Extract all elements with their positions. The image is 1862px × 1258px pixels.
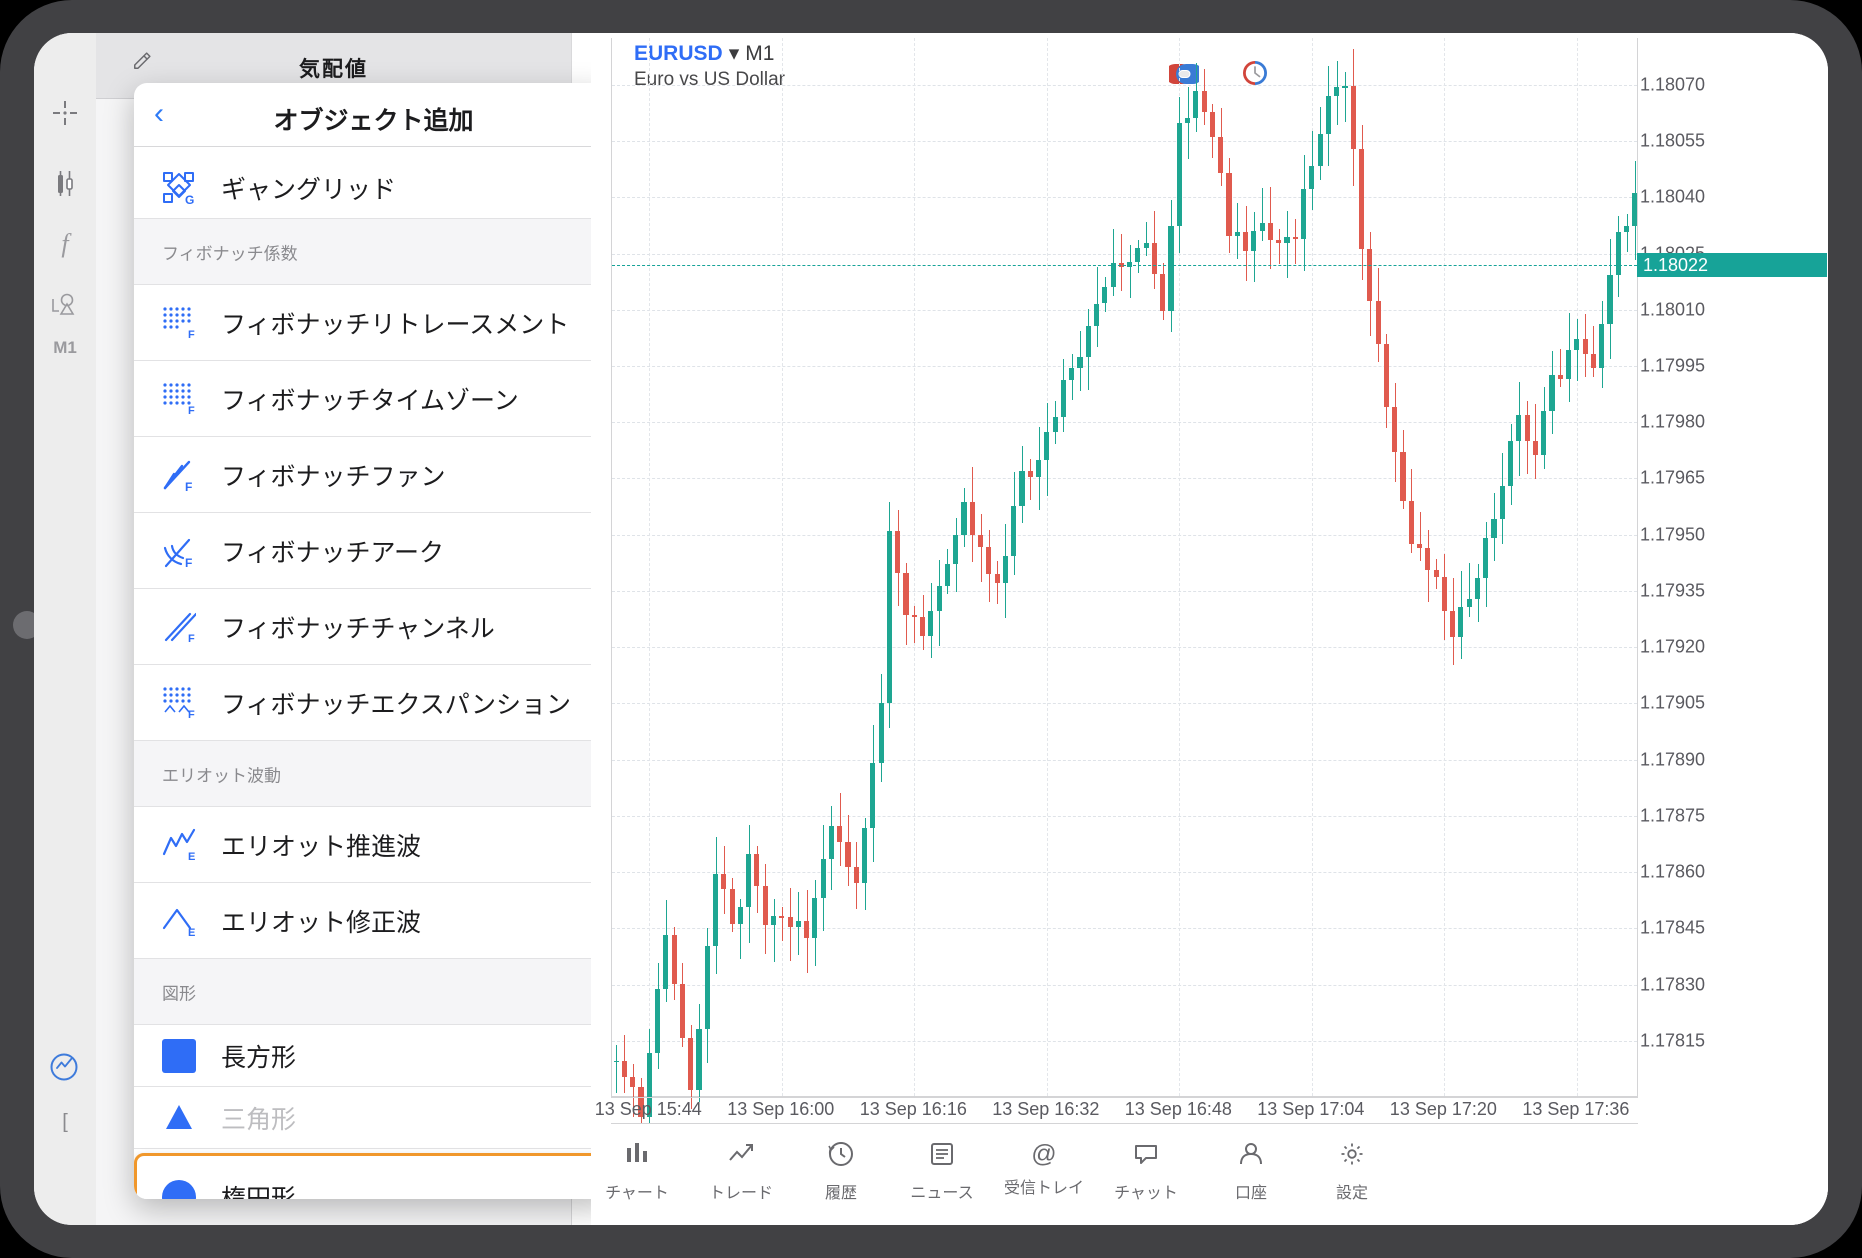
svg-text:F: F [188, 709, 195, 720]
svg-text:F: F [188, 329, 195, 340]
svg-text:E: E [188, 927, 195, 938]
svg-text:F: F [185, 556, 192, 568]
svg-text:F: F [185, 480, 192, 492]
svg-text:F: F [188, 633, 195, 644]
svg-text:E: E [188, 851, 195, 862]
svg-text:F: F [188, 405, 195, 416]
svg-text:G: G [185, 193, 194, 205]
